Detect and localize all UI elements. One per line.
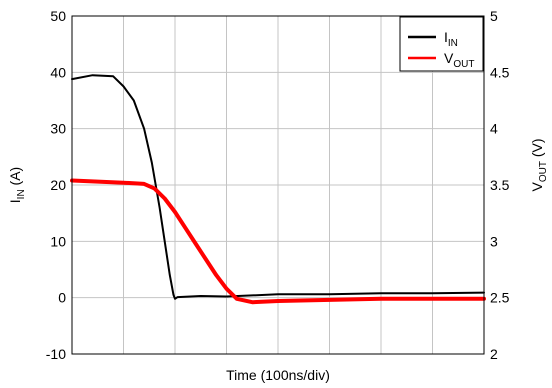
left-tick-label: 0 [58,290,66,306]
series-iin-line [71,74,485,300]
right-tick-label: 5 [490,8,498,24]
series-vout-line [70,178,486,305]
right-tick-label: 2.5 [490,290,510,306]
right-tick-label: 4 [490,121,498,137]
left-axis-label: IIN (A) [7,167,27,203]
left-tick-label: 40 [50,64,66,80]
legend-label-vout: VOUT [444,50,474,70]
left-tick-label: 10 [50,233,66,249]
plot-frame [71,15,485,355]
left-tick-label: 30 [50,121,66,137]
legend-label-iin: IIN [444,29,458,49]
right-axis-label: VOUT (V) [529,138,549,191]
right-tick-label: 3 [490,233,498,249]
traces [70,74,486,305]
left-tick-label: -10 [46,346,66,362]
left-axis-ticks: -10 0 10 20 30 40 50 [46,8,66,362]
grid [72,16,484,354]
legend: IIN VOUT [399,16,484,72]
right-tick-label: 2 [490,346,498,362]
x-axis-label: Time (100ns/div) [226,367,330,383]
left-tick-label: 20 [50,177,66,193]
left-tick-label: 50 [50,8,66,24]
legend-box [399,16,484,72]
right-tick-label: 3.5 [490,177,510,193]
right-axis-ticks: 2 2.5 3 3.5 4 4.5 5 [490,8,510,362]
right-tick-label: 4.5 [490,64,510,80]
